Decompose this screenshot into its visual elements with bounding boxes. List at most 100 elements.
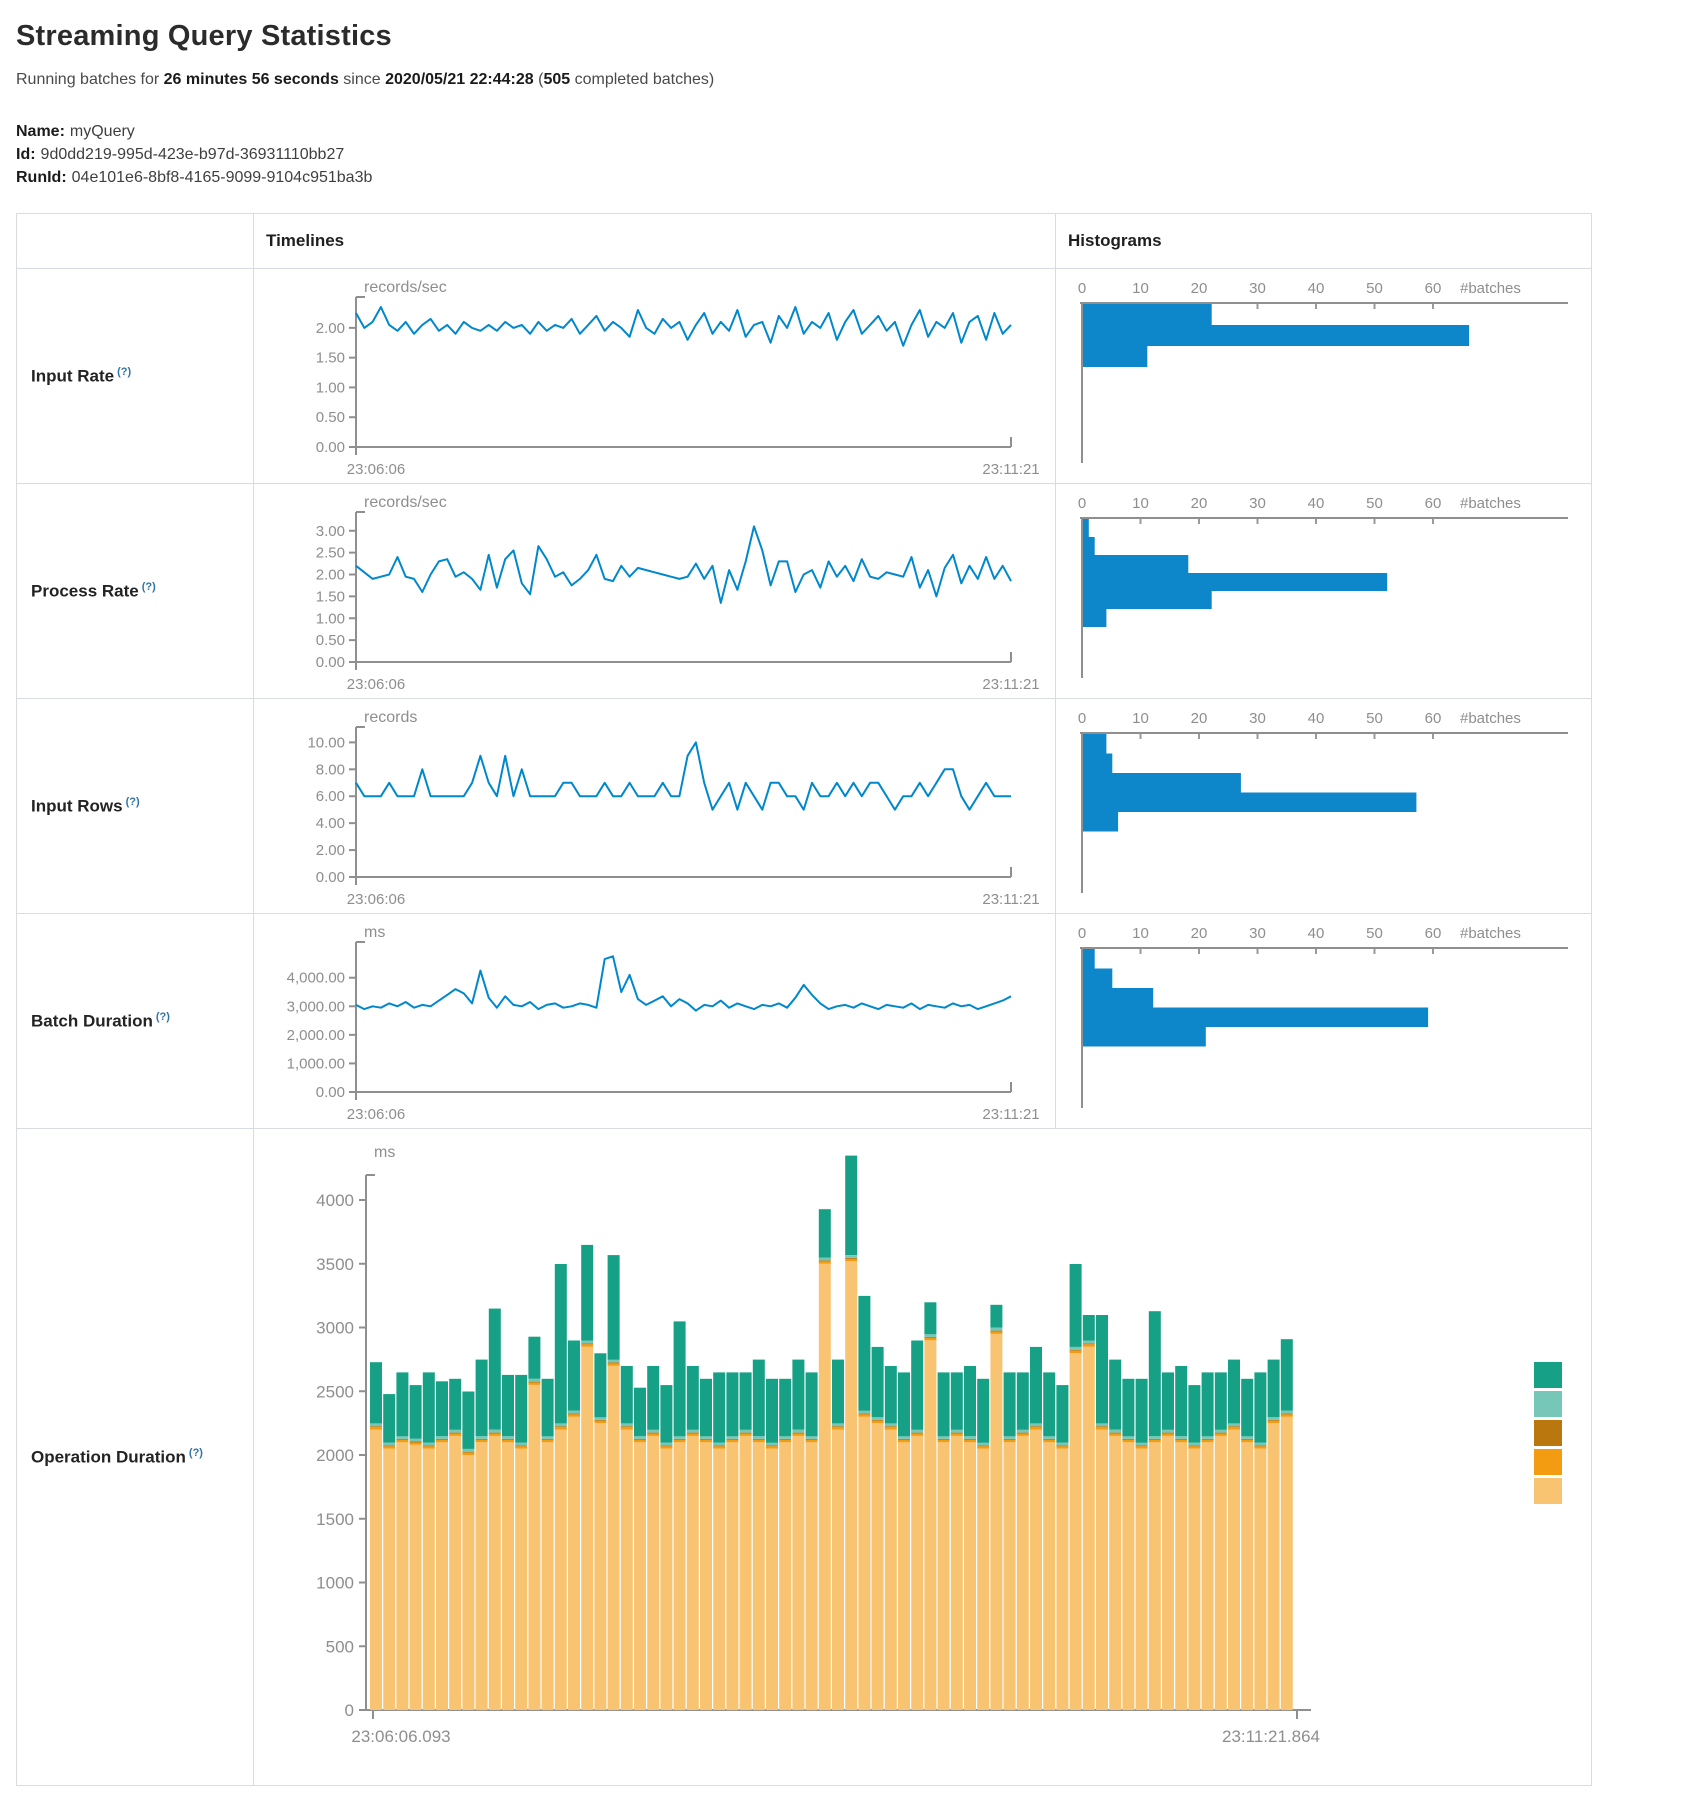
svg-text:2500: 2500 bbox=[316, 1382, 354, 1401]
svg-text:0.00: 0.00 bbox=[316, 439, 345, 456]
svg-text:10: 10 bbox=[1132, 495, 1149, 512]
legend-swatch bbox=[1534, 1478, 1562, 1504]
svg-text:40: 40 bbox=[1308, 925, 1325, 942]
svg-text:0.00: 0.00 bbox=[316, 654, 345, 671]
svg-text:0: 0 bbox=[345, 1701, 354, 1720]
svg-text:60: 60 bbox=[1425, 495, 1442, 512]
svg-text:20: 20 bbox=[1191, 710, 1208, 727]
svg-text:1.50: 1.50 bbox=[316, 588, 345, 605]
svg-text:records/sec: records/sec bbox=[364, 279, 447, 296]
svg-text:10: 10 bbox=[1132, 280, 1149, 297]
svg-text:8.00: 8.00 bbox=[316, 761, 345, 778]
summary-duration: 26 minutes 56 seconds bbox=[163, 71, 339, 88]
svg-text:0.00: 0.00 bbox=[316, 1084, 345, 1101]
svg-text:4000: 4000 bbox=[316, 1191, 354, 1210]
svg-text:0.50: 0.50 bbox=[316, 409, 345, 426]
svg-text:60: 60 bbox=[1425, 280, 1442, 297]
row-label-process-rate: Process Rate (?) bbox=[16, 483, 254, 699]
svg-text:10: 10 bbox=[1132, 925, 1149, 942]
svg-text:2.00: 2.00 bbox=[316, 567, 345, 584]
summary-start-time: 2020/05/21 22:44:28 bbox=[385, 71, 534, 88]
table-row: Batch Duration (?) ms 0.00 1,000.00 2,000.00… bbox=[16, 913, 1592, 1129]
svg-text:1.00: 1.00 bbox=[316, 610, 345, 627]
histogram-svg: 0 10 20 30 40 50 60 #batches bbox=[1078, 280, 1568, 463]
name-label: Name: bbox=[16, 123, 65, 140]
svg-text:3500: 3500 bbox=[316, 1255, 354, 1274]
svg-text:#batches: #batches bbox=[1460, 925, 1521, 942]
svg-text:40: 40 bbox=[1308, 280, 1325, 297]
legend-swatch bbox=[1534, 1449, 1562, 1475]
svg-text:50: 50 bbox=[1366, 495, 1383, 512]
row-label-input-rows: Input Rows (?) bbox=[16, 698, 254, 914]
help-icon[interactable]: (?) bbox=[117, 365, 132, 378]
header-histograms: Histograms bbox=[1055, 213, 1592, 269]
svg-text:50: 50 bbox=[1366, 710, 1383, 727]
operation-duration-chart: ms 0 500 1000 1500 2000 2500 3000 3500 4000 23:06:… bbox=[253, 1128, 1592, 1786]
process-rate-timeline-chart: records/sec 0.00 0.50 1.00 1.50 2.00 2.50 3.00 2… bbox=[253, 483, 1056, 699]
svg-text:20: 20 bbox=[1191, 495, 1208, 512]
batch-duration-histogram-chart: 0 10 20 30 40 50 60 #batches bbox=[1055, 913, 1592, 1129]
table-row: Input Rate (?) records/sec 0.00 0.50 1.00 1.5… bbox=[16, 268, 1592, 484]
query-meta: Name: myQuery Id: 9d0dd219-995d-423e-b97d-… bbox=[16, 123, 1677, 187]
svg-text:3.00: 3.00 bbox=[316, 523, 345, 540]
svg-text:4,000.00: 4,000.00 bbox=[287, 970, 345, 987]
svg-text:23:11:21: 23:11:21 bbox=[982, 891, 1039, 908]
svg-text:2,000.00: 2,000.00 bbox=[287, 1027, 345, 1044]
help-icon[interactable]: (?) bbox=[141, 580, 156, 593]
query-name-row: Name: myQuery bbox=[16, 123, 1677, 141]
row-label-input-rate: Input Rate (?) bbox=[16, 268, 254, 484]
histogram-svg: 0 10 20 30 40 50 60 #batches bbox=[1078, 710, 1568, 893]
svg-text:records: records bbox=[364, 709, 417, 726]
summary-prefix: Running batches for bbox=[16, 71, 164, 88]
svg-text:10.00: 10.00 bbox=[307, 734, 345, 751]
svg-text:4.00: 4.00 bbox=[316, 815, 345, 832]
timeline-svg: records/sec 0.00 0.50 1.00 1.50 2.00 23:06:06 2… bbox=[316, 279, 1040, 478]
svg-text:2.50: 2.50 bbox=[316, 545, 345, 562]
svg-text:3000: 3000 bbox=[316, 1319, 354, 1338]
svg-text:23:11:21: 23:11:21 bbox=[982, 676, 1039, 693]
histogram-svg: 0 10 20 30 40 50 60 #batches bbox=[1078, 495, 1568, 678]
input-rows-timeline-chart: records 0.00 2.00 4.00 6.00 8.00 10.00 23:06:06… bbox=[253, 698, 1056, 914]
svg-text:0.00: 0.00 bbox=[316, 869, 345, 886]
svg-text:30: 30 bbox=[1249, 495, 1266, 512]
help-icon[interactable]: (?) bbox=[155, 1010, 170, 1023]
id-value: 9d0dd219-995d-423e-b97d-36931110bb27 bbox=[40, 146, 345, 163]
svg-text:#batches: #batches bbox=[1460, 495, 1521, 512]
svg-text:3,000.00: 3,000.00 bbox=[287, 998, 345, 1015]
header-empty bbox=[16, 213, 254, 269]
help-icon[interactable]: (?) bbox=[188, 1446, 203, 1459]
svg-text:30: 30 bbox=[1249, 280, 1266, 297]
svg-text:1500: 1500 bbox=[316, 1510, 354, 1529]
table-header-row: Timelines Histograms bbox=[16, 213, 1592, 269]
page-title: Streaming Query Statistics bbox=[16, 20, 392, 52]
runid-label: RunId: bbox=[16, 169, 67, 186]
input-rate-histogram-chart: 0 10 20 30 40 50 60 #batches bbox=[1055, 268, 1592, 484]
svg-text:#batches: #batches bbox=[1460, 710, 1521, 727]
svg-text:50: 50 bbox=[1366, 280, 1383, 297]
svg-text:23:06:06: 23:06:06 bbox=[347, 676, 405, 693]
running-batches-summary: Running batches for 26 minutes 56 second… bbox=[16, 71, 1677, 89]
table-row: Input Rows (?) records 0.00 2.00 4.00 6.00 8.0… bbox=[16, 698, 1592, 914]
svg-text:0.50: 0.50 bbox=[316, 632, 345, 649]
help-icon[interactable]: (?) bbox=[125, 795, 140, 808]
svg-text:60: 60 bbox=[1425, 710, 1442, 727]
summary-suffix: completed batches) bbox=[570, 71, 715, 88]
name-value: myQuery bbox=[69, 123, 135, 140]
svg-text:30: 30 bbox=[1249, 925, 1266, 942]
svg-text:ms: ms bbox=[364, 924, 385, 941]
svg-text:0: 0 bbox=[1078, 710, 1086, 727]
svg-text:500: 500 bbox=[326, 1637, 354, 1656]
svg-text:20: 20 bbox=[1191, 925, 1208, 942]
statistics-table: Timelines Histograms Input Rate (?) recor… bbox=[16, 213, 1592, 1786]
table-row: Process Rate (?) records/sec 0.00 0.50 1.00 1… bbox=[16, 483, 1592, 699]
svg-text:ms: ms bbox=[374, 1144, 395, 1161]
svg-text:2.00: 2.00 bbox=[316, 842, 345, 859]
row-label-operation-duration: Operation Duration (?) bbox=[16, 1128, 254, 1786]
svg-text:20: 20 bbox=[1191, 280, 1208, 297]
timeline-svg: records 0.00 2.00 4.00 6.00 8.00 10.00 23:06:06… bbox=[307, 709, 1039, 908]
table-row: Operation Duration (?) ms 0 500 1000 1500 2000… bbox=[16, 1128, 1592, 1786]
svg-text:23:11:21: 23:11:21 bbox=[982, 461, 1039, 478]
svg-text:1,000.00: 1,000.00 bbox=[287, 1055, 345, 1072]
svg-text:6.00: 6.00 bbox=[316, 788, 345, 805]
timeline-svg: ms 0.00 1,000.00 2,000.00 3,000.00 4,000.00 23… bbox=[287, 924, 1040, 1123]
